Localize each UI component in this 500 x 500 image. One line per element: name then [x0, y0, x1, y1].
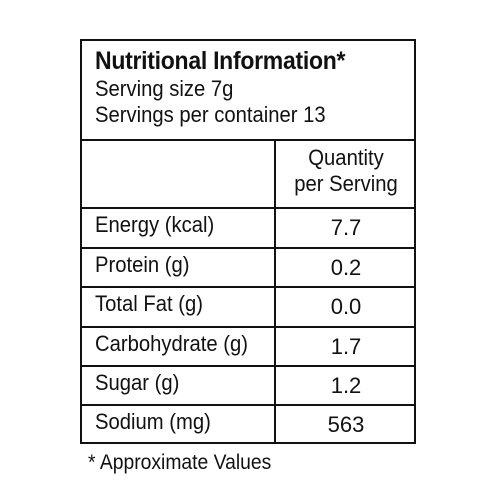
row-divider	[82, 326, 414, 328]
row-divider	[82, 286, 414, 288]
footnote: * Approximate Values	[88, 451, 272, 474]
serving-size: Serving size 7g	[95, 76, 234, 101]
amount-protein: 0.2	[330, 255, 362, 280]
column-divider	[274, 141, 276, 444]
nutrient-protein: Protein (g)	[95, 252, 190, 277]
amount-sugar: 1.2	[330, 373, 362, 398]
row-divider	[82, 365, 414, 367]
nutrient-total-fat: Total Fat (g)	[95, 291, 203, 316]
amount-carbohydrate: 1.7	[330, 334, 362, 359]
amount-sodium: 563	[327, 412, 365, 437]
nutrient-energy: Energy (kcal)	[95, 212, 215, 237]
nutrient-sodium: Sodium (mg)	[95, 409, 211, 434]
panel-header: Nutritional Information* Serving size 7g…	[82, 41, 414, 141]
servings-per-container: Servings per container 13	[95, 102, 326, 127]
row-divider	[82, 404, 414, 406]
quantity-column-header: Quantity per Serving	[282, 145, 411, 197]
amount-energy: 7.7	[330, 215, 362, 240]
nutrient-carbohydrate: Carbohydrate (g)	[95, 331, 249, 356]
row-divider	[82, 207, 414, 209]
nutrition-facts-panel: Nutritional Information* Serving size 7g…	[80, 39, 416, 444]
row-divider	[82, 247, 414, 249]
amount-total-fat: 0.0	[330, 294, 362, 319]
column-header-line1: Quantity	[308, 145, 384, 170]
column-header-line2: per Serving	[294, 171, 398, 196]
panel-title: Nutritional Information*	[95, 47, 346, 75]
nutrient-sugar: Sugar (g)	[95, 370, 180, 395]
